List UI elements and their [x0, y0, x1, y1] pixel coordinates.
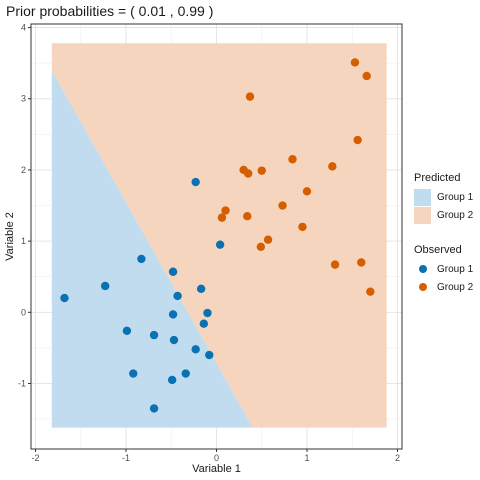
data-point-group-2 — [362, 71, 371, 81]
data-point-group-2 — [350, 58, 360, 67]
predicted-group-1-swatch — [414, 188, 431, 206]
data-point-group-1 — [101, 281, 110, 291]
legend-label: Group 2 — [437, 281, 474, 293]
data-point-group-2 — [221, 206, 230, 215]
y-tick-label: 4 — [21, 23, 26, 33]
legend-item-observed-group-1: Group 1 — [414, 260, 473, 278]
y-tick-label: 1 — [21, 236, 26, 246]
data-point-group-1 — [168, 267, 178, 276]
x-tick-label: -2 — [32, 453, 40, 463]
data-point-group-2 — [278, 201, 287, 210]
y-axis-label: Variable 2 — [4, 212, 16, 261]
legend-label: Group 2 — [437, 209, 474, 221]
data-point-group-1 — [149, 330, 159, 340]
chart-title: Prior probabilities = ( 0.01 , 0.99 ) — [6, 3, 214, 19]
x-tick-label: 0 — [214, 453, 219, 463]
data-point-group-2 — [217, 213, 227, 222]
data-point-group-2 — [328, 162, 337, 171]
x-tick-label: 2 — [395, 453, 400, 463]
x-tick-label: -1 — [122, 453, 130, 463]
legend-label: Group 1 — [437, 191, 474, 203]
data-point-group-2 — [330, 260, 340, 269]
data-point-group-1 — [215, 240, 225, 249]
data-point-group-2 — [288, 155, 297, 164]
predicted-group-2-swatch — [414, 206, 431, 224]
data-point-group-2 — [353, 135, 362, 145]
data-point-group-1 — [60, 293, 69, 303]
data-point-group-2 — [366, 287, 375, 296]
data-point-group-1 — [191, 345, 200, 354]
data-point-group-1 — [173, 291, 182, 301]
data-point-group-1 — [122, 326, 132, 336]
data-point-group-2 — [243, 169, 253, 178]
predicted-region-group-2 — [51, 43, 387, 428]
legend-item-predicted-group-2: Group 2 — [414, 206, 473, 224]
data-point-group-2 — [243, 212, 252, 221]
observed-group-1-marker — [418, 265, 427, 273]
x-axis-label: Variable 1 — [192, 463, 241, 475]
data-point-group-2 — [263, 235, 273, 244]
data-point-group-2 — [298, 222, 307, 232]
data-point-group-2 — [357, 258, 366, 267]
data-point-group-2 — [302, 187, 312, 196]
data-point-group-1 — [167, 375, 177, 385]
y-tick-label: 3 — [21, 94, 26, 104]
y-tick-label: 0 — [21, 307, 26, 317]
data-point-group-2 — [245, 92, 255, 101]
y-tick-label: -1 — [18, 379, 26, 389]
observed-legend: Observed Group 1 Group 2 — [414, 244, 473, 296]
data-point-group-1 — [129, 369, 138, 378]
legend-item-predicted-group-1: Group 1 — [414, 188, 473, 206]
data-point-group-1 — [196, 284, 206, 294]
data-point-group-2 — [257, 166, 266, 175]
observed-group-2-marker — [418, 283, 427, 291]
y-tick-label: 2 — [21, 165, 26, 175]
data-point-group-1 — [191, 177, 200, 187]
data-point-group-1 — [199, 319, 209, 328]
observed-legend-title: Observed — [414, 244, 462, 256]
predicted-legend: Predicted Group 1 Group 2 — [414, 172, 473, 224]
data-point-group-2 — [256, 242, 266, 252]
predicted-legend-title: Predicted — [414, 172, 461, 184]
legend-item-observed-group-2: Group 2 — [414, 278, 473, 296]
x-tick-label: 1 — [304, 453, 309, 463]
data-point-group-1 — [149, 404, 159, 413]
data-point-group-1 — [181, 369, 190, 378]
data-point-group-1 — [137, 254, 146, 264]
data-point-group-1 — [169, 335, 179, 345]
data-point-group-1 — [203, 308, 212, 318]
legend-label: Group 1 — [437, 263, 474, 275]
data-point-group-1 — [205, 350, 214, 360]
data-point-group-1 — [168, 310, 178, 319]
